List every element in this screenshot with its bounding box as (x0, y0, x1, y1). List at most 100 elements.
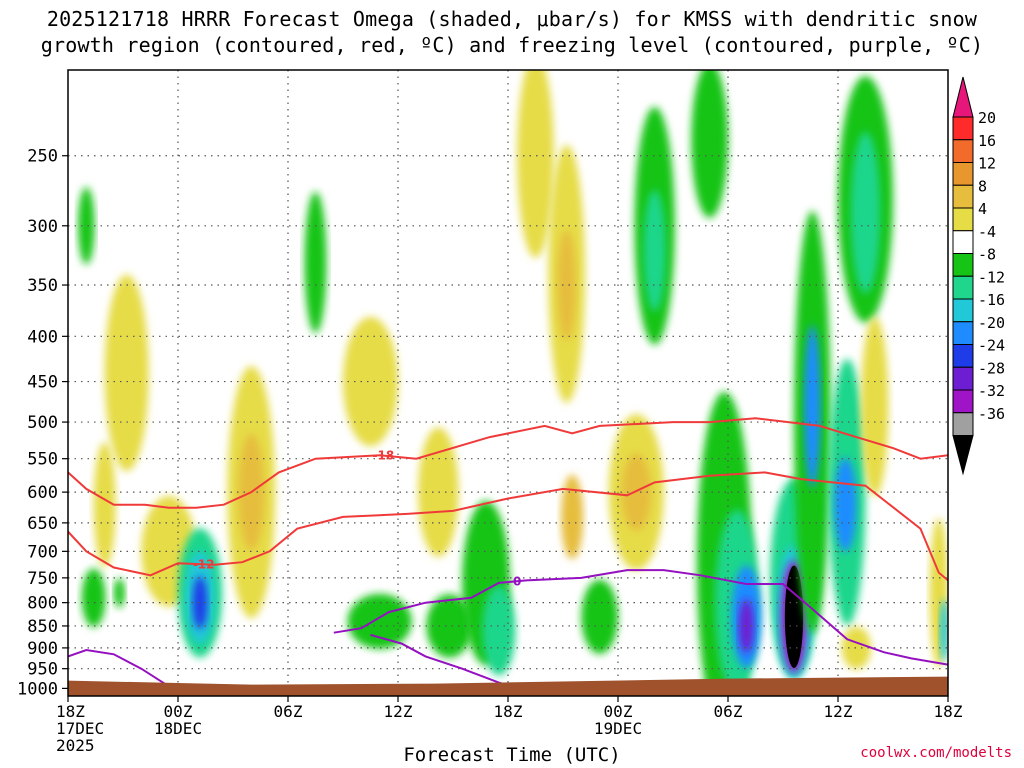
colorbar-label-12: 12 (978, 155, 996, 173)
omega-cell-27 (691, 70, 728, 218)
dendritic-minus12-line (68, 471, 948, 582)
x-tick-label-48-0: 18Z (934, 702, 963, 721)
dendritic-minus18-label: -18 (372, 449, 394, 463)
omega-cell-1 (81, 568, 106, 628)
omega-cell-13 (347, 593, 412, 649)
omega-cell-20 (557, 229, 576, 341)
x-tick-label-42-0: 12Z (824, 702, 853, 721)
x-tick-label-30-1: 19DEC (594, 719, 642, 738)
colorbar-label--24: -24 (978, 337, 1005, 355)
colorbar-label--20: -20 (978, 314, 1005, 332)
omega-cell-39 (834, 458, 857, 552)
colorbar-label--4: -4 (978, 223, 996, 241)
y-tick-label-350: 350 (27, 276, 58, 296)
terrain-fill (68, 676, 948, 696)
colorbar-label-4: 4 (978, 200, 987, 218)
chart-title-line-1: 2025121718 HRRR Forecast Omega (shaded, … (46, 7, 978, 31)
omega-cell-14 (418, 427, 459, 557)
omega-cell-0 (78, 187, 95, 265)
colorbar-swatch-4 (952, 207, 974, 232)
y-tick-label-300: 300 (27, 217, 58, 237)
omega-cell-4 (104, 274, 149, 472)
x-axis-title: Forecast Time (UTC) (403, 744, 621, 766)
colorbar-top-arrow (952, 76, 974, 118)
colorbar-swatch-13 (952, 412, 974, 436)
x-tick-label-6-0: 00Z (164, 702, 193, 721)
y-tick-label-800: 800 (27, 594, 58, 614)
omega-cell-17 (482, 585, 516, 676)
x-tick-label-0-1: 17DEC (56, 719, 104, 738)
y-tick-label-400: 400 (27, 327, 58, 347)
omega-cell-35 (784, 565, 804, 669)
omega-cell-15 (426, 594, 473, 658)
credit-text[interactable]: coolwx.com/modelts (860, 745, 1012, 761)
omega-cell-21 (561, 474, 584, 560)
omega-cell-2 (93, 442, 116, 568)
omega-cell-18 (517, 70, 554, 258)
y-axis: 2503003504004505005506006507007508008509… (17, 147, 68, 699)
omega-cell-26 (643, 190, 666, 312)
omega-cell-22 (581, 579, 619, 654)
y-tick-label-250: 250 (27, 147, 58, 167)
dendritic-minus18-line (68, 417, 948, 509)
colorbar-label--16: -16 (978, 291, 1005, 309)
omega-cell-12 (343, 316, 398, 447)
omega-cell-43 (860, 316, 889, 497)
x-tick-label-30-0: 00Z (604, 702, 633, 721)
omega-cell-41 (850, 132, 881, 294)
y-tick-label-700: 700 (27, 542, 58, 562)
grid (68, 70, 948, 696)
omega-shading (78, 70, 948, 696)
colorbar-swatch-0 (952, 116, 974, 141)
y-tick-label-600: 600 (27, 483, 58, 503)
colorbar-swatch-11 (952, 366, 974, 391)
dendritic-minus12-label: -12 (193, 557, 215, 571)
freezing-level-low-left-line (68, 648, 179, 694)
omega-cell-8 (192, 576, 208, 630)
omega-cell-31 (739, 598, 754, 654)
x-tick-label-6-1: 18DEC (154, 719, 202, 738)
x-tick-label-0-2: 2025 (56, 736, 95, 755)
y-tick-label-650: 650 (27, 514, 58, 534)
colorbar-label--36: -36 (978, 405, 1005, 423)
colorbar-swatch-10 (952, 344, 974, 368)
x-tick-label-12-0: 06Z (274, 702, 303, 721)
freezing-level-line (333, 569, 948, 666)
colorbar-bottom-arrow (952, 435, 974, 476)
colorbar-swatch-3 (952, 184, 974, 209)
colorbar-swatch-8 (952, 298, 974, 323)
colorbar-label-8: 8 (978, 177, 987, 195)
y-tick-label-1000: 1000 (17, 679, 58, 699)
chart-title-line-2: growth region (contoured, red, ºC) and f… (40, 33, 984, 57)
x-tick-label-36-0: 06Z (714, 702, 743, 721)
omega-cell-42 (841, 626, 871, 670)
y-tick-label-950: 950 (27, 660, 58, 680)
y-tick-label-500: 500 (27, 413, 58, 433)
x-tick-label-24-0: 18Z (494, 702, 523, 721)
colorbar-swatch-9 (952, 321, 974, 345)
terrain (68, 676, 948, 696)
x-tick-label-18-0: 12Z (384, 702, 413, 721)
colorbar-swatch-2 (952, 162, 974, 186)
colorbar-swatch-12 (952, 389, 974, 414)
colorbar-label--12: -12 (978, 268, 1005, 286)
colorbar-label-20: 20 (978, 109, 996, 127)
y-tick-label-750: 750 (27, 569, 58, 589)
omega-cell-37 (804, 325, 821, 488)
colorbar-label--28: -28 (978, 359, 1005, 377)
omega-cell-3 (113, 578, 125, 608)
colorbar-label--32: -32 (978, 382, 1005, 400)
colorbar-swatch-1 (952, 139, 974, 163)
colorbar-swatch-5 (952, 230, 974, 254)
y-tick-label-450: 450 (27, 373, 58, 393)
colorbar-label-16: 16 (978, 132, 996, 150)
freezing-level-label: 0 (513, 574, 521, 588)
colorbar: 20 16 12 8 4 -4 -8 -12 -16 -20 -24 -28 -32 -36 (952, 76, 1005, 476)
x-tick-label-0-0: 18Z (56, 702, 85, 721)
y-tick-label-550: 550 (27, 450, 58, 470)
colorbar-label--8: -8 (978, 246, 996, 264)
y-tick-label-850: 850 (27, 617, 58, 637)
y-tick-label-900: 900 (27, 639, 58, 659)
